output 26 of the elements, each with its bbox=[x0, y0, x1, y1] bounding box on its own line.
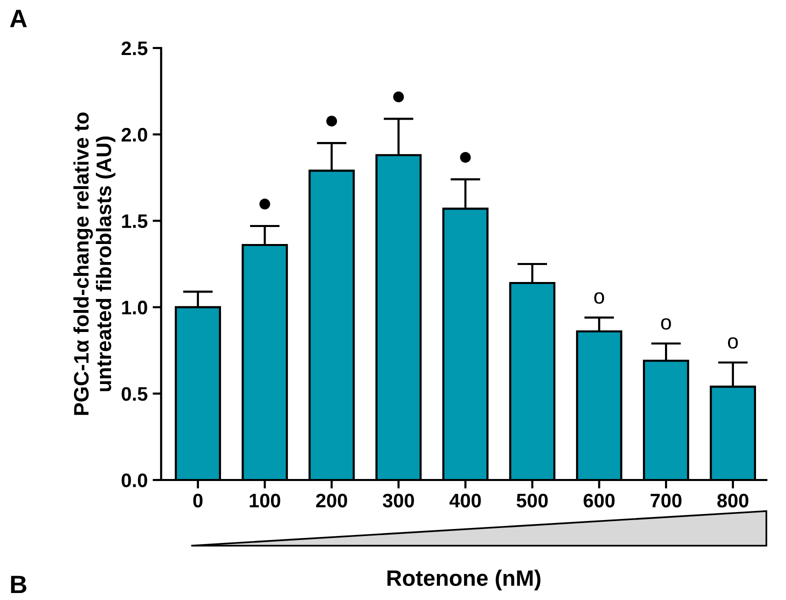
x-tick-label: 100 bbox=[250, 494, 280, 508]
annotation: o bbox=[594, 292, 604, 304]
annotation: ● bbox=[460, 152, 471, 163]
annotation: o bbox=[728, 337, 738, 349]
x-axis-title: Rotenone (nM) bbox=[387, 570, 540, 590]
text: A bbox=[10, 10, 27, 28]
x-tick-label: 400 bbox=[449, 494, 481, 508]
y-tick-label: 2.0 bbox=[122, 128, 148, 142]
text: B bbox=[11, 576, 26, 594]
x-tick-label: 600 bbox=[584, 494, 615, 508]
x-tick-label: 0 bbox=[193, 494, 203, 508]
x-tick-label: 700 bbox=[650, 494, 682, 508]
y-axis-title: PGC-1α fold-change relative to untreated fibroblasts (AU) bbox=[73, 112, 116, 415]
y-tick-label: 0.5 bbox=[122, 387, 148, 401]
x-tick-label: 300 bbox=[382, 494, 414, 508]
y-tick-label: 1.5 bbox=[122, 214, 148, 228]
annotation: o bbox=[661, 318, 671, 330]
annotation: ● bbox=[393, 92, 404, 102]
annotation: ● bbox=[259, 198, 270, 210]
y-tick-label: 1.0 bbox=[122, 300, 148, 314]
annotation: ● bbox=[326, 116, 338, 126]
y-tick-label: 0.0 bbox=[122, 473, 148, 488]
x-tick-label: 500 bbox=[516, 494, 548, 508]
x-tick-label: 200 bbox=[316, 494, 348, 508]
x-tick-label: 800 bbox=[717, 494, 748, 508]
y-tick-label: 2.5 bbox=[122, 41, 148, 56]
